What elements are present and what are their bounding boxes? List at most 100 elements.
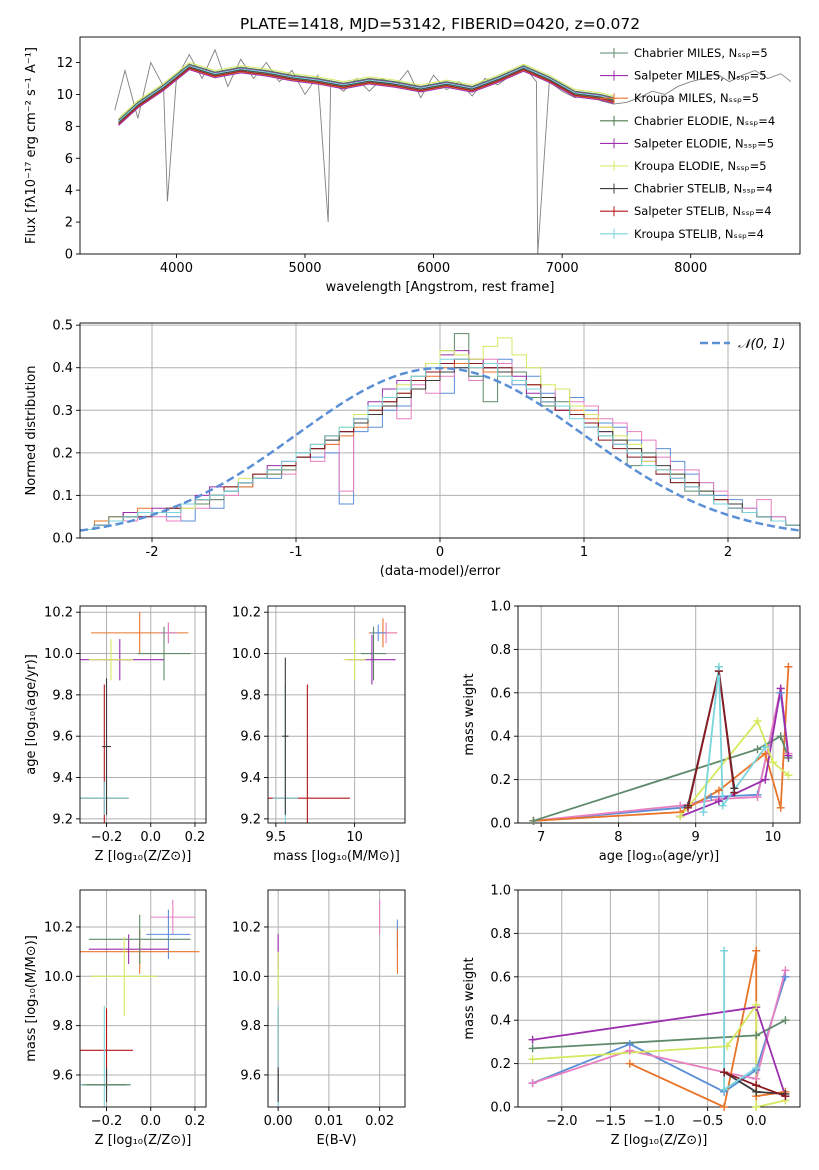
mass-weight-marker <box>784 662 793 671</box>
x-tick-label: 9 <box>692 830 700 845</box>
y-tick-label: 0.6 <box>490 970 511 985</box>
y-tick-label: 10.0 <box>232 970 261 985</box>
x-tick-label: −1.5 <box>595 1114 627 1129</box>
y-tick-label: 9.2 <box>240 812 261 827</box>
y-tick-label: 9.6 <box>240 730 261 745</box>
mass-weight-marker <box>714 662 723 671</box>
age-vs-mass-axes-frame <box>267 605 406 824</box>
y-tick-label: 0.2 <box>490 1057 511 1072</box>
weight-vs-z-panel: −2.0 −1.5 −1.0 −0.5 0.0 0.0 0.2 0.4 0.6 0.8 1.0 Z [… <box>462 884 801 1148</box>
y-tick-label: 9.8 <box>240 1019 261 1034</box>
y-tick-label: 0.6 <box>490 686 511 701</box>
x-axis-label: Z [log₁₀(Z/Z⊙)] <box>611 1133 708 1148</box>
mass-weight-line <box>533 692 790 822</box>
weight-vs-z-axes-frame <box>517 889 801 1108</box>
mass-weight-marker <box>720 946 729 955</box>
y-tick-label: 9.6 <box>52 1068 73 1083</box>
y-tick-label: 9.6 <box>240 1068 261 1083</box>
weight-vs-age-panel: 7 8 9 10 0.0 0.2 0.4 0.6 0.8 1.0 age [log₁₀(age/yr… <box>462 600 801 864</box>
mass-weight-marker <box>676 812 685 821</box>
mass-weight-marker <box>528 1079 537 1088</box>
x-tick-label: 8 <box>614 830 622 845</box>
mass-weight-marker <box>761 775 770 784</box>
model-spectrum-line <box>118 64 614 122</box>
y-tick-label: 10.0 <box>44 647 73 662</box>
gaussian-curve <box>80 366 800 532</box>
mass-weight-marker <box>753 792 762 801</box>
y-tick-label: 1.0 <box>490 884 511 899</box>
spectrum-axes-frame <box>79 36 801 255</box>
y-tick-label: 0.5 <box>52 319 73 334</box>
x-axis-label: Z [log₁₀(Z/Z⊙)] <box>95 849 192 864</box>
x-tick-label: 7 <box>537 830 545 845</box>
mass-weight-marker <box>753 717 762 726</box>
y-axis-label: age [log₁₀(age/yr)] <box>24 654 39 775</box>
y-tick-label: 10.2 <box>44 920 73 935</box>
mass-weight-marker <box>730 788 739 797</box>
age-vs-z-plot-area <box>80 612 191 823</box>
x-tick-label: 7000 <box>546 261 579 276</box>
x-tick-label: 0.0 <box>746 1114 767 1129</box>
x-tick-label: 0.02 <box>365 1114 394 1129</box>
legend-entry: 𝒩(0, 1) <box>738 337 785 352</box>
x-tick-label: 0 <box>436 545 444 560</box>
legend-entry: Chabrier STELIB, Nₛₛₚ=4 <box>634 182 773 196</box>
mass-weight-marker <box>768 758 777 767</box>
mass-weight-marker <box>707 792 716 801</box>
x-axis-label: (data-model)/error <box>380 564 501 579</box>
y-tick-label: 9.4 <box>52 771 73 786</box>
mass-weight-line <box>533 666 790 822</box>
y-tick-label: 0.0 <box>490 1101 511 1116</box>
y-tick-label: 1.0 <box>490 600 511 615</box>
x-tick-label: 1 <box>580 545 588 560</box>
age-vs-mass-plot-area <box>268 618 398 823</box>
x-axis-label: E(B-V) <box>316 1133 356 1148</box>
mass-weight-marker <box>714 786 723 795</box>
y-tick-label: 10.0 <box>232 647 261 662</box>
x-tick-label: 0.2 <box>185 830 206 845</box>
y-tick-label: 10.0 <box>44 970 73 985</box>
mass-vs-z-plot-area <box>80 899 200 1107</box>
y-tick-label: 0.4 <box>490 730 511 745</box>
age-vs-mass-panel: 9.5 10 9.2 9.4 9.6 9.8 10.0 10.2 mass [log₁₀(M/M… <box>232 605 406 864</box>
x-tick-label: 8000 <box>674 261 707 276</box>
mass-weight-marker <box>625 1046 634 1055</box>
mass-weight-marker <box>781 1016 790 1025</box>
mass-weight-line <box>679 719 789 818</box>
mass-weight-marker <box>528 1055 537 1064</box>
x-tick-label: -2 <box>146 545 159 560</box>
y-tick-label: 9.8 <box>52 688 73 703</box>
mass-vs-z-axes-frame <box>79 889 207 1108</box>
mass-weight-marker <box>528 1035 537 1044</box>
mass-weight-line <box>533 734 790 822</box>
weight-vs-age-axes-frame <box>517 605 801 824</box>
mass-weight-marker <box>752 1031 761 1040</box>
mass-weight-marker <box>781 966 790 975</box>
x-tick-label: 0.0 <box>140 1114 161 1129</box>
mass-weight-line <box>533 688 790 822</box>
x-tick-label: 6000 <box>417 261 450 276</box>
age-vs-z-axes-frame <box>79 605 207 824</box>
x-tick-label: −1.0 <box>643 1114 675 1129</box>
y-tick-label: 0.4 <box>52 361 73 376</box>
y-axis-label: Flux [fλ10⁻¹⁷ erg cm⁻² s⁻¹ A⁻¹] <box>24 47 39 244</box>
mass-weight-marker <box>784 751 793 760</box>
mass-weight-marker <box>625 1059 634 1068</box>
y-tick-label: 10.2 <box>232 606 261 621</box>
legend-entry: Chabrier MILES, Nₛₛₚ=5 <box>634 46 768 60</box>
x-tick-label: -1 <box>290 545 303 560</box>
y-tick-label: 0 <box>65 248 73 263</box>
y-tick-label: 0.0 <box>490 817 511 832</box>
mass-weight-marker <box>683 803 692 812</box>
spectrum-plot-area <box>114 48 792 254</box>
histogram-step-line <box>80 358 800 530</box>
model-spectrum-line <box>118 63 614 121</box>
x-tick-label: 2 <box>724 545 732 560</box>
weight-vs-age-plot-area <box>533 666 790 822</box>
mass-weight-marker <box>781 1092 790 1101</box>
mass-weight-marker <box>714 797 723 806</box>
x-axis-label: age [log₁₀(age/yr)] <box>599 849 720 864</box>
spectrum-panel: 4000 5000 6000 7000 8000 0 2 4 6 8 10 12 wavelength … <box>24 36 801 295</box>
x-axis-label: wavelength [Angstrom, rest frame] <box>326 280 555 295</box>
mass-vs-ebv-axes-frame <box>267 889 406 1108</box>
